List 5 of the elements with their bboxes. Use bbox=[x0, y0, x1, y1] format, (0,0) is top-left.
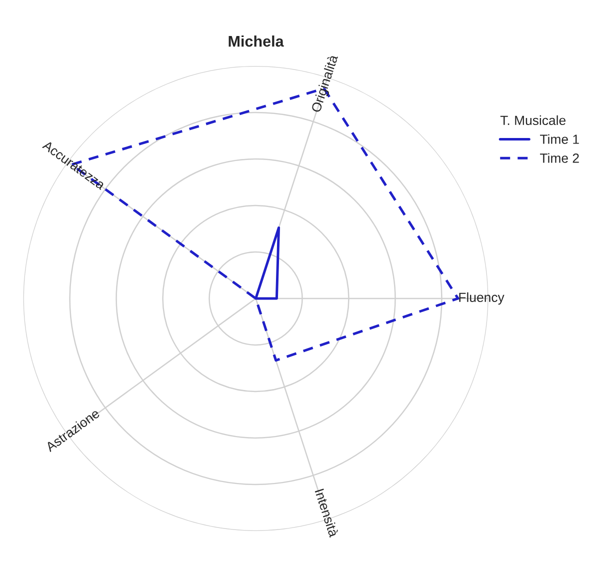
legend-label: Time 1 bbox=[540, 134, 579, 144]
legend-label: Time 2 bbox=[540, 153, 579, 163]
spoke-label: Fluency bbox=[459, 292, 504, 305]
legend-title: T. Musicale bbox=[500, 115, 566, 126]
chart-title: Michela bbox=[228, 35, 284, 47]
